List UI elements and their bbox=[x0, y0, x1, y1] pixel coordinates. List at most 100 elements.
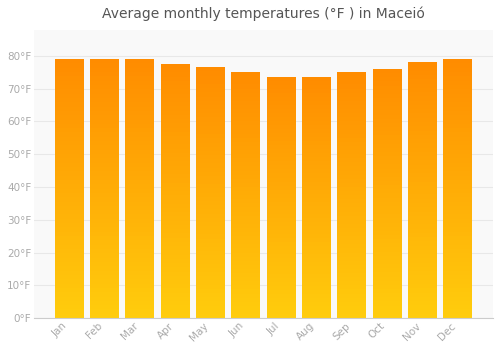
Bar bbox=[126, 258, 154, 262]
Bar bbox=[90, 59, 119, 63]
Bar bbox=[90, 314, 119, 318]
Bar bbox=[266, 169, 296, 174]
Bar bbox=[266, 194, 296, 198]
Bar bbox=[408, 144, 437, 148]
Bar bbox=[161, 233, 190, 238]
Bar bbox=[161, 191, 190, 195]
Bar bbox=[266, 101, 296, 105]
Bar bbox=[196, 176, 225, 180]
Bar bbox=[408, 220, 437, 224]
Bar bbox=[196, 230, 225, 235]
Bar bbox=[126, 76, 154, 80]
Bar bbox=[90, 180, 119, 184]
Bar bbox=[196, 76, 225, 80]
Bar bbox=[338, 158, 366, 162]
Bar bbox=[55, 193, 84, 197]
Bar bbox=[55, 309, 84, 314]
Bar bbox=[90, 141, 119, 145]
Bar bbox=[55, 132, 84, 137]
Bar bbox=[161, 187, 190, 191]
Bar bbox=[55, 119, 84, 124]
Bar bbox=[196, 201, 225, 205]
Bar bbox=[126, 171, 154, 176]
Bar bbox=[126, 59, 154, 63]
Bar bbox=[302, 254, 331, 258]
Bar bbox=[55, 305, 84, 309]
Bar bbox=[338, 220, 366, 224]
Bar bbox=[90, 202, 119, 206]
Bar bbox=[126, 228, 154, 232]
Bar bbox=[372, 314, 402, 318]
Bar bbox=[232, 277, 260, 281]
Bar bbox=[126, 63, 154, 68]
Bar bbox=[302, 190, 331, 194]
Bar bbox=[338, 273, 366, 277]
Bar bbox=[408, 293, 437, 297]
Bar bbox=[302, 242, 331, 246]
Bar bbox=[266, 250, 296, 254]
Bar bbox=[338, 97, 366, 101]
Bar bbox=[126, 236, 154, 240]
Bar bbox=[161, 221, 190, 225]
Bar bbox=[55, 59, 84, 63]
Bar bbox=[126, 154, 154, 158]
Bar bbox=[196, 105, 225, 109]
Bar bbox=[338, 265, 366, 269]
Bar bbox=[266, 270, 296, 274]
Bar bbox=[55, 145, 84, 150]
Bar bbox=[232, 142, 260, 146]
Bar bbox=[196, 121, 225, 126]
Bar bbox=[196, 306, 225, 310]
Bar bbox=[161, 225, 190, 229]
Bar bbox=[266, 294, 296, 298]
Bar bbox=[90, 271, 119, 275]
Bar bbox=[266, 89, 296, 93]
Bar bbox=[408, 203, 437, 207]
Bar bbox=[196, 101, 225, 105]
Bar bbox=[302, 169, 331, 174]
Bar bbox=[408, 241, 437, 246]
Bar bbox=[443, 206, 472, 210]
Bar bbox=[90, 150, 119, 154]
Bar bbox=[90, 249, 119, 253]
Bar bbox=[161, 284, 190, 288]
Bar bbox=[302, 166, 331, 169]
Bar bbox=[196, 234, 225, 239]
Bar bbox=[302, 258, 331, 262]
Bar bbox=[266, 149, 296, 153]
Bar bbox=[126, 184, 154, 189]
Bar bbox=[408, 199, 437, 203]
Bar bbox=[443, 271, 472, 275]
Bar bbox=[372, 231, 402, 235]
Bar bbox=[196, 168, 225, 172]
Bar bbox=[232, 105, 260, 109]
Bar bbox=[338, 314, 366, 318]
Bar bbox=[372, 160, 402, 164]
Bar bbox=[232, 294, 260, 298]
Bar bbox=[266, 141, 296, 145]
Bar bbox=[443, 279, 472, 284]
Bar bbox=[161, 64, 190, 68]
Bar bbox=[408, 173, 437, 177]
Bar bbox=[302, 286, 331, 290]
Bar bbox=[232, 162, 260, 167]
Bar bbox=[302, 270, 331, 274]
Bar bbox=[196, 142, 225, 147]
Bar bbox=[232, 80, 260, 84]
Bar bbox=[90, 111, 119, 115]
Bar bbox=[55, 262, 84, 266]
Bar bbox=[302, 129, 331, 133]
Bar bbox=[161, 98, 190, 102]
Bar bbox=[408, 118, 437, 122]
Bar bbox=[196, 264, 225, 268]
Bar bbox=[266, 137, 296, 141]
Bar bbox=[266, 202, 296, 206]
Bar bbox=[443, 262, 472, 266]
Bar bbox=[55, 266, 84, 271]
Bar bbox=[55, 279, 84, 284]
Bar bbox=[372, 156, 402, 160]
Bar bbox=[266, 214, 296, 218]
Bar bbox=[408, 224, 437, 229]
Bar bbox=[266, 186, 296, 190]
Bar bbox=[408, 92, 437, 97]
